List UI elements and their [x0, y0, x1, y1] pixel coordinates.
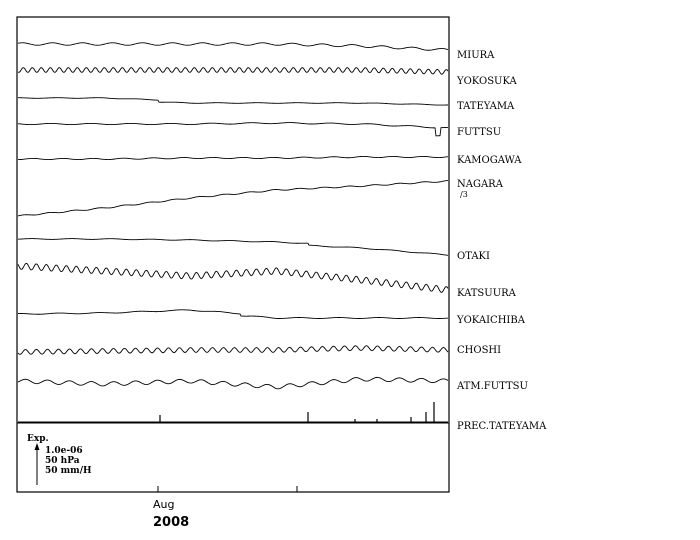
legend-item-precip: 50 mm/H: [45, 466, 92, 476]
station-label-futtsu: FUTTSU: [457, 127, 501, 138]
trace-yokaichiba: [17, 309, 449, 319]
legend-box: Exp. 1.0e-06 50 hPa 50 mm/H: [27, 434, 92, 485]
trace-futtsu: [17, 122, 448, 137]
trace-yokosuka: [17, 67, 449, 75]
station-label-atm-futtsu: ATM.FUTTSU: [456, 381, 528, 392]
trace-kamogawa: [18, 155, 449, 161]
trace-choshi: [17, 345, 449, 355]
station-label-choshi: CHOSHI: [457, 345, 501, 356]
trace-katsuura: [17, 262, 449, 293]
legend-item-strain: 1.0e-06: [45, 446, 83, 456]
station-label-kamogawa: KAMOGAWA: [457, 155, 522, 166]
x-year-label: 2008: [153, 515, 189, 530]
station-label-nagara: NAGARA: [457, 179, 504, 190]
station-label-tateyama: TATEYAMA: [457, 101, 515, 112]
x-axis: Aug 2008: [153, 486, 298, 530]
station-label-prec-tateyama: PREC.TATEYAMA: [457, 421, 547, 432]
trace-nagara: [17, 179, 449, 217]
legend-arrow-head: [34, 443, 40, 450]
station-label-yokosuka: YOKOSUKA: [456, 76, 518, 87]
trace-otaki: [17, 238, 449, 256]
trace-tateyama: [17, 97, 449, 106]
legend-title: Exp.: [27, 434, 49, 444]
x-tick-label-aug: Aug: [153, 498, 174, 511]
station-label-yokaichiba: YOKAICHIBA: [456, 315, 526, 326]
station-label-miura: MIURA: [457, 50, 495, 61]
trace-miura: [17, 42, 449, 51]
station-label-group: MIURA YOKOSUKA TATEYAMA FUTTSU KAMOGAWA NAGAR…: [456, 50, 547, 432]
station-note-nagara: /3: [460, 190, 468, 199]
trace-atm-futtsu: [17, 376, 449, 390]
legend-item-pressure: 50 hPa: [45, 456, 80, 466]
station-label-katsuura: KATSUURA: [457, 288, 517, 299]
plot-frame: [16, 16, 450, 493]
trace-group: [17, 42, 449, 423]
station-label-otaki: OTAKI: [457, 251, 490, 262]
